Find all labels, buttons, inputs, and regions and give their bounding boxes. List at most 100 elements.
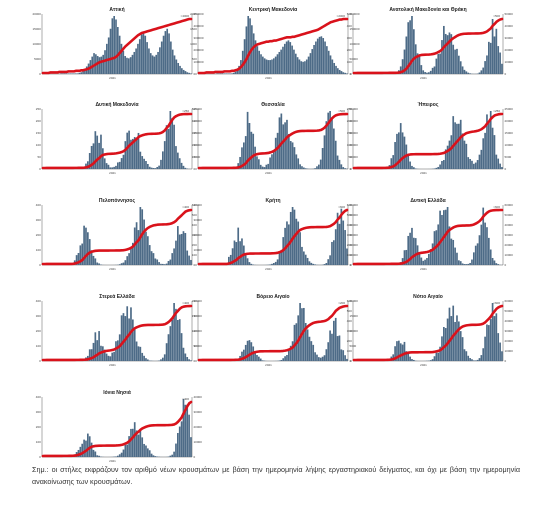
bar — [443, 327, 445, 361]
bar — [261, 166, 264, 169]
bar — [450, 34, 453, 74]
bar — [171, 49, 174, 74]
bar — [87, 232, 89, 265]
bar — [259, 164, 262, 169]
bar — [443, 160, 445, 169]
bar — [132, 428, 134, 457]
bar — [338, 335, 341, 361]
bar — [344, 72, 346, 74]
bar — [154, 456, 157, 457]
bar — [241, 50, 244, 74]
bar — [126, 306, 129, 361]
bar — [401, 344, 404, 361]
end-value-label: ≈400 — [182, 301, 189, 305]
cumulative-line — [197, 112, 349, 170]
left-tick-label: 400 — [347, 223, 352, 227]
bar — [461, 263, 464, 265]
right-tick-label: 60000 — [505, 299, 514, 303]
bar — [323, 355, 326, 361]
right-tick-label: 200000 — [350, 12, 360, 16]
bar — [96, 455, 99, 457]
bar — [441, 40, 443, 74]
bar — [65, 73, 68, 74]
bar — [109, 28, 112, 74]
right-tick-label: 10000 — [505, 349, 514, 353]
bar — [103, 349, 106, 361]
bar — [418, 55, 421, 74]
bar — [258, 356, 260, 361]
bar — [474, 162, 477, 169]
bar — [148, 245, 151, 265]
bar — [289, 211, 292, 265]
bar — [461, 66, 464, 74]
bar — [452, 116, 455, 169]
bar — [416, 53, 419, 74]
bar — [429, 70, 432, 74]
bar — [249, 18, 251, 74]
bar — [407, 22, 410, 74]
bar — [409, 161, 411, 169]
bar — [228, 256, 230, 265]
bar — [190, 437, 192, 457]
left-tick-label: 250 — [36, 107, 41, 111]
bar — [486, 227, 488, 265]
bar — [473, 163, 475, 169]
bar — [338, 159, 341, 169]
bar — [495, 28, 498, 74]
bar — [335, 65, 337, 74]
right-tick-label: 10000 — [505, 253, 514, 257]
bar — [327, 50, 330, 74]
bar — [130, 247, 132, 265]
bar — [117, 455, 119, 457]
chart-panel: Ιόνια Νησιά 400 300 200 100 0 40000 30000 20000 1… — [32, 389, 202, 467]
bar — [414, 238, 417, 265]
bar — [188, 359, 190, 361]
right-tick-label: 0 — [505, 72, 507, 76]
bar — [439, 346, 441, 361]
bar — [237, 227, 240, 265]
bar — [497, 333, 500, 361]
bar — [147, 448, 149, 457]
bar — [446, 318, 449, 361]
bar — [435, 58, 438, 74]
chart-panel: Δυτική Μακεδονία 250 200 150 100 50 0 25000 2000… — [32, 101, 202, 179]
left-tick-label: 150 — [347, 131, 352, 135]
bar — [269, 264, 271, 265]
bar — [143, 443, 145, 457]
bar — [245, 26, 248, 74]
bar — [469, 262, 471, 265]
bar — [94, 258, 97, 265]
bar — [271, 59, 273, 74]
bar — [433, 168, 436, 169]
bar — [74, 73, 77, 74]
cumulative-line — [197, 304, 349, 362]
left-tick-label: 250 — [347, 107, 352, 111]
bar — [133, 422, 136, 457]
bar — [115, 341, 117, 361]
chart-title: Ήπειρος — [418, 102, 439, 108]
bar — [323, 264, 326, 265]
bar — [181, 68, 183, 74]
left-tick-label: 500 — [192, 107, 197, 111]
bar — [476, 243, 479, 265]
bar — [85, 440, 87, 457]
chart-title: Πελοπόννησος — [99, 198, 136, 204]
bar — [120, 452, 123, 457]
bar — [152, 168, 155, 169]
cumulative-line — [352, 17, 504, 75]
left-tick-label: 200 — [347, 339, 352, 343]
bar — [467, 157, 470, 169]
bar — [162, 35, 165, 74]
bar — [334, 140, 337, 169]
bar — [329, 111, 331, 169]
right-tick-label: 0 — [350, 359, 352, 363]
bar — [486, 55, 488, 74]
bar — [154, 168, 157, 169]
x-tick-label: 2021 — [109, 459, 116, 463]
bar — [186, 404, 189, 457]
bar — [107, 164, 110, 169]
chart-panel: Βόρειο Αιγαίο 200 150 100 50 0 20000 15000 10000… — [188, 293, 358, 371]
bar — [493, 316, 496, 361]
bar — [182, 231, 185, 265]
bar — [329, 330, 331, 361]
